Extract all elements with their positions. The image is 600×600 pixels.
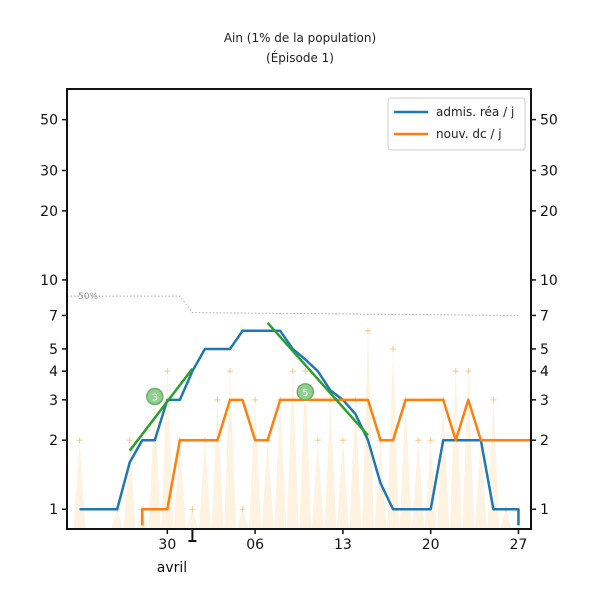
y-tick-label-left-7: 20	[40, 204, 58, 220]
trend-marker-0	[146, 387, 164, 406]
y-tick-label-right-8: 30	[540, 163, 558, 179]
daily-fill-32	[499, 509, 512, 529]
daily-fill-layer	[73, 327, 512, 529]
trend-line-0	[128, 367, 194, 452]
x-tick-label-3: 20	[422, 537, 440, 553]
chart-title: Ain (1% de la population)	[224, 31, 376, 45]
daily-fill-8	[198, 440, 211, 529]
daily-fill-28	[449, 371, 462, 529]
y-tick-label-left-9: 50	[40, 113, 58, 129]
daily-fill-27	[437, 399, 450, 529]
y-tick-label-left-5: 7	[49, 308, 58, 324]
trend-marker-1	[296, 383, 315, 401]
x-tick-label-2: 13	[334, 537, 352, 553]
daily-fill-17	[311, 440, 324, 529]
daily-fill-26	[424, 440, 437, 529]
y-tick-label-right-1: 2	[540, 433, 549, 449]
daily-fill-13	[261, 440, 274, 529]
legend-label-1: nouv. dc / j	[436, 127, 502, 141]
y-tick-label-right-5: 7	[540, 308, 549, 324]
x-tick-label-4: 27	[510, 537, 528, 553]
y-tick-label-right-6: 10	[540, 273, 558, 289]
daily-fill-21	[361, 330, 374, 529]
y-tick-label-left-2: 3	[49, 393, 58, 409]
plot-frame	[66, 88, 532, 530]
daily-point-31	[490, 396, 497, 403]
trend-marker-label-0: 3	[152, 393, 158, 404]
series-line-0	[79, 329, 520, 526]
trend-line-1	[266, 321, 369, 437]
daily-point-25	[415, 437, 422, 444]
daily-fill-16	[299, 371, 312, 529]
daily-point-2	[126, 437, 133, 444]
daily-fill-7	[186, 509, 199, 529]
x-tick-label-0: 30	[158, 537, 176, 553]
daily-fill-18	[324, 399, 337, 529]
daily-point-29	[465, 368, 472, 375]
daily-fill-1	[111, 509, 124, 529]
y-tick-label-left-6: 10	[40, 273, 58, 289]
daily-point-5	[164, 368, 171, 375]
daily-point-15	[289, 368, 296, 375]
y-tick-label-right-3: 4	[540, 364, 549, 380]
daily-point-0	[76, 437, 83, 444]
y-tick-label-right-4: 5	[540, 342, 549, 358]
daily-point-19	[339, 437, 346, 444]
daily-point-17	[314, 437, 321, 444]
daily-point-9	[214, 396, 221, 403]
daily-point-12	[252, 396, 259, 403]
daily-fill-10	[224, 371, 237, 529]
legend: admis. réa / j nouv. dc / j	[387, 97, 526, 151]
y-axis: 1 1 2 2 3 3 4 4 5 5 7 7 10 10 20 20 30 30 50 50	[40, 113, 558, 519]
daily-point-21	[364, 327, 371, 334]
x-tick-label-1: 06	[246, 537, 264, 553]
threshold-layer: 50%	[67, 292, 519, 316]
y-tick-label-right-2: 3	[540, 393, 549, 409]
y-tick-label-right-9: 50	[540, 113, 558, 129]
daily-fill-12	[249, 399, 262, 529]
daily-fill-25	[412, 440, 425, 529]
daily-fill-2	[123, 440, 136, 529]
chart-subtitle: (Épisode 1)	[266, 50, 334, 65]
daily-point-26	[427, 437, 434, 444]
daily-fill-4	[148, 399, 161, 529]
daily-point-11	[239, 506, 246, 513]
legend-label-0: admis. réa / j	[436, 105, 514, 119]
daily-fill-19	[336, 440, 349, 529]
daily-fill-24	[399, 399, 412, 529]
daily-fill-29	[462, 371, 475, 529]
daily-fill-30	[474, 440, 487, 529]
month-label: avril	[157, 560, 187, 576]
threshold-label: 50%	[78, 292, 98, 302]
x-axis: 30 06 13 20 27	[158, 529, 527, 553]
y-tick-label-left-4: 5	[49, 342, 58, 358]
daily-fill-0	[73, 440, 86, 529]
trend-marker-label-1: 5	[302, 388, 308, 399]
y-tick-label-right-0: 1	[540, 502, 549, 518]
y-tick-label-right-7: 20	[540, 204, 558, 220]
daily-point-23	[390, 345, 397, 352]
daily-point-28	[452, 368, 459, 375]
y-tick-label-left-8: 30	[40, 163, 58, 179]
daily-fill-14	[274, 399, 287, 529]
daily-point-16	[302, 368, 309, 375]
daily-fill-11	[236, 509, 249, 529]
daily-fill-15	[286, 371, 299, 529]
y-tick-label-left-1: 2	[49, 433, 58, 449]
daily-point-10	[227, 368, 234, 375]
threshold-line	[67, 295, 519, 316]
y-tick-label-left-0: 1	[49, 502, 58, 518]
daily-fill-9	[211, 399, 224, 529]
y-tick-label-left-3: 4	[49, 364, 58, 380]
daily-fill-6	[173, 440, 186, 529]
daily-fill-20	[349, 399, 362, 529]
daily-point-7	[189, 506, 196, 513]
